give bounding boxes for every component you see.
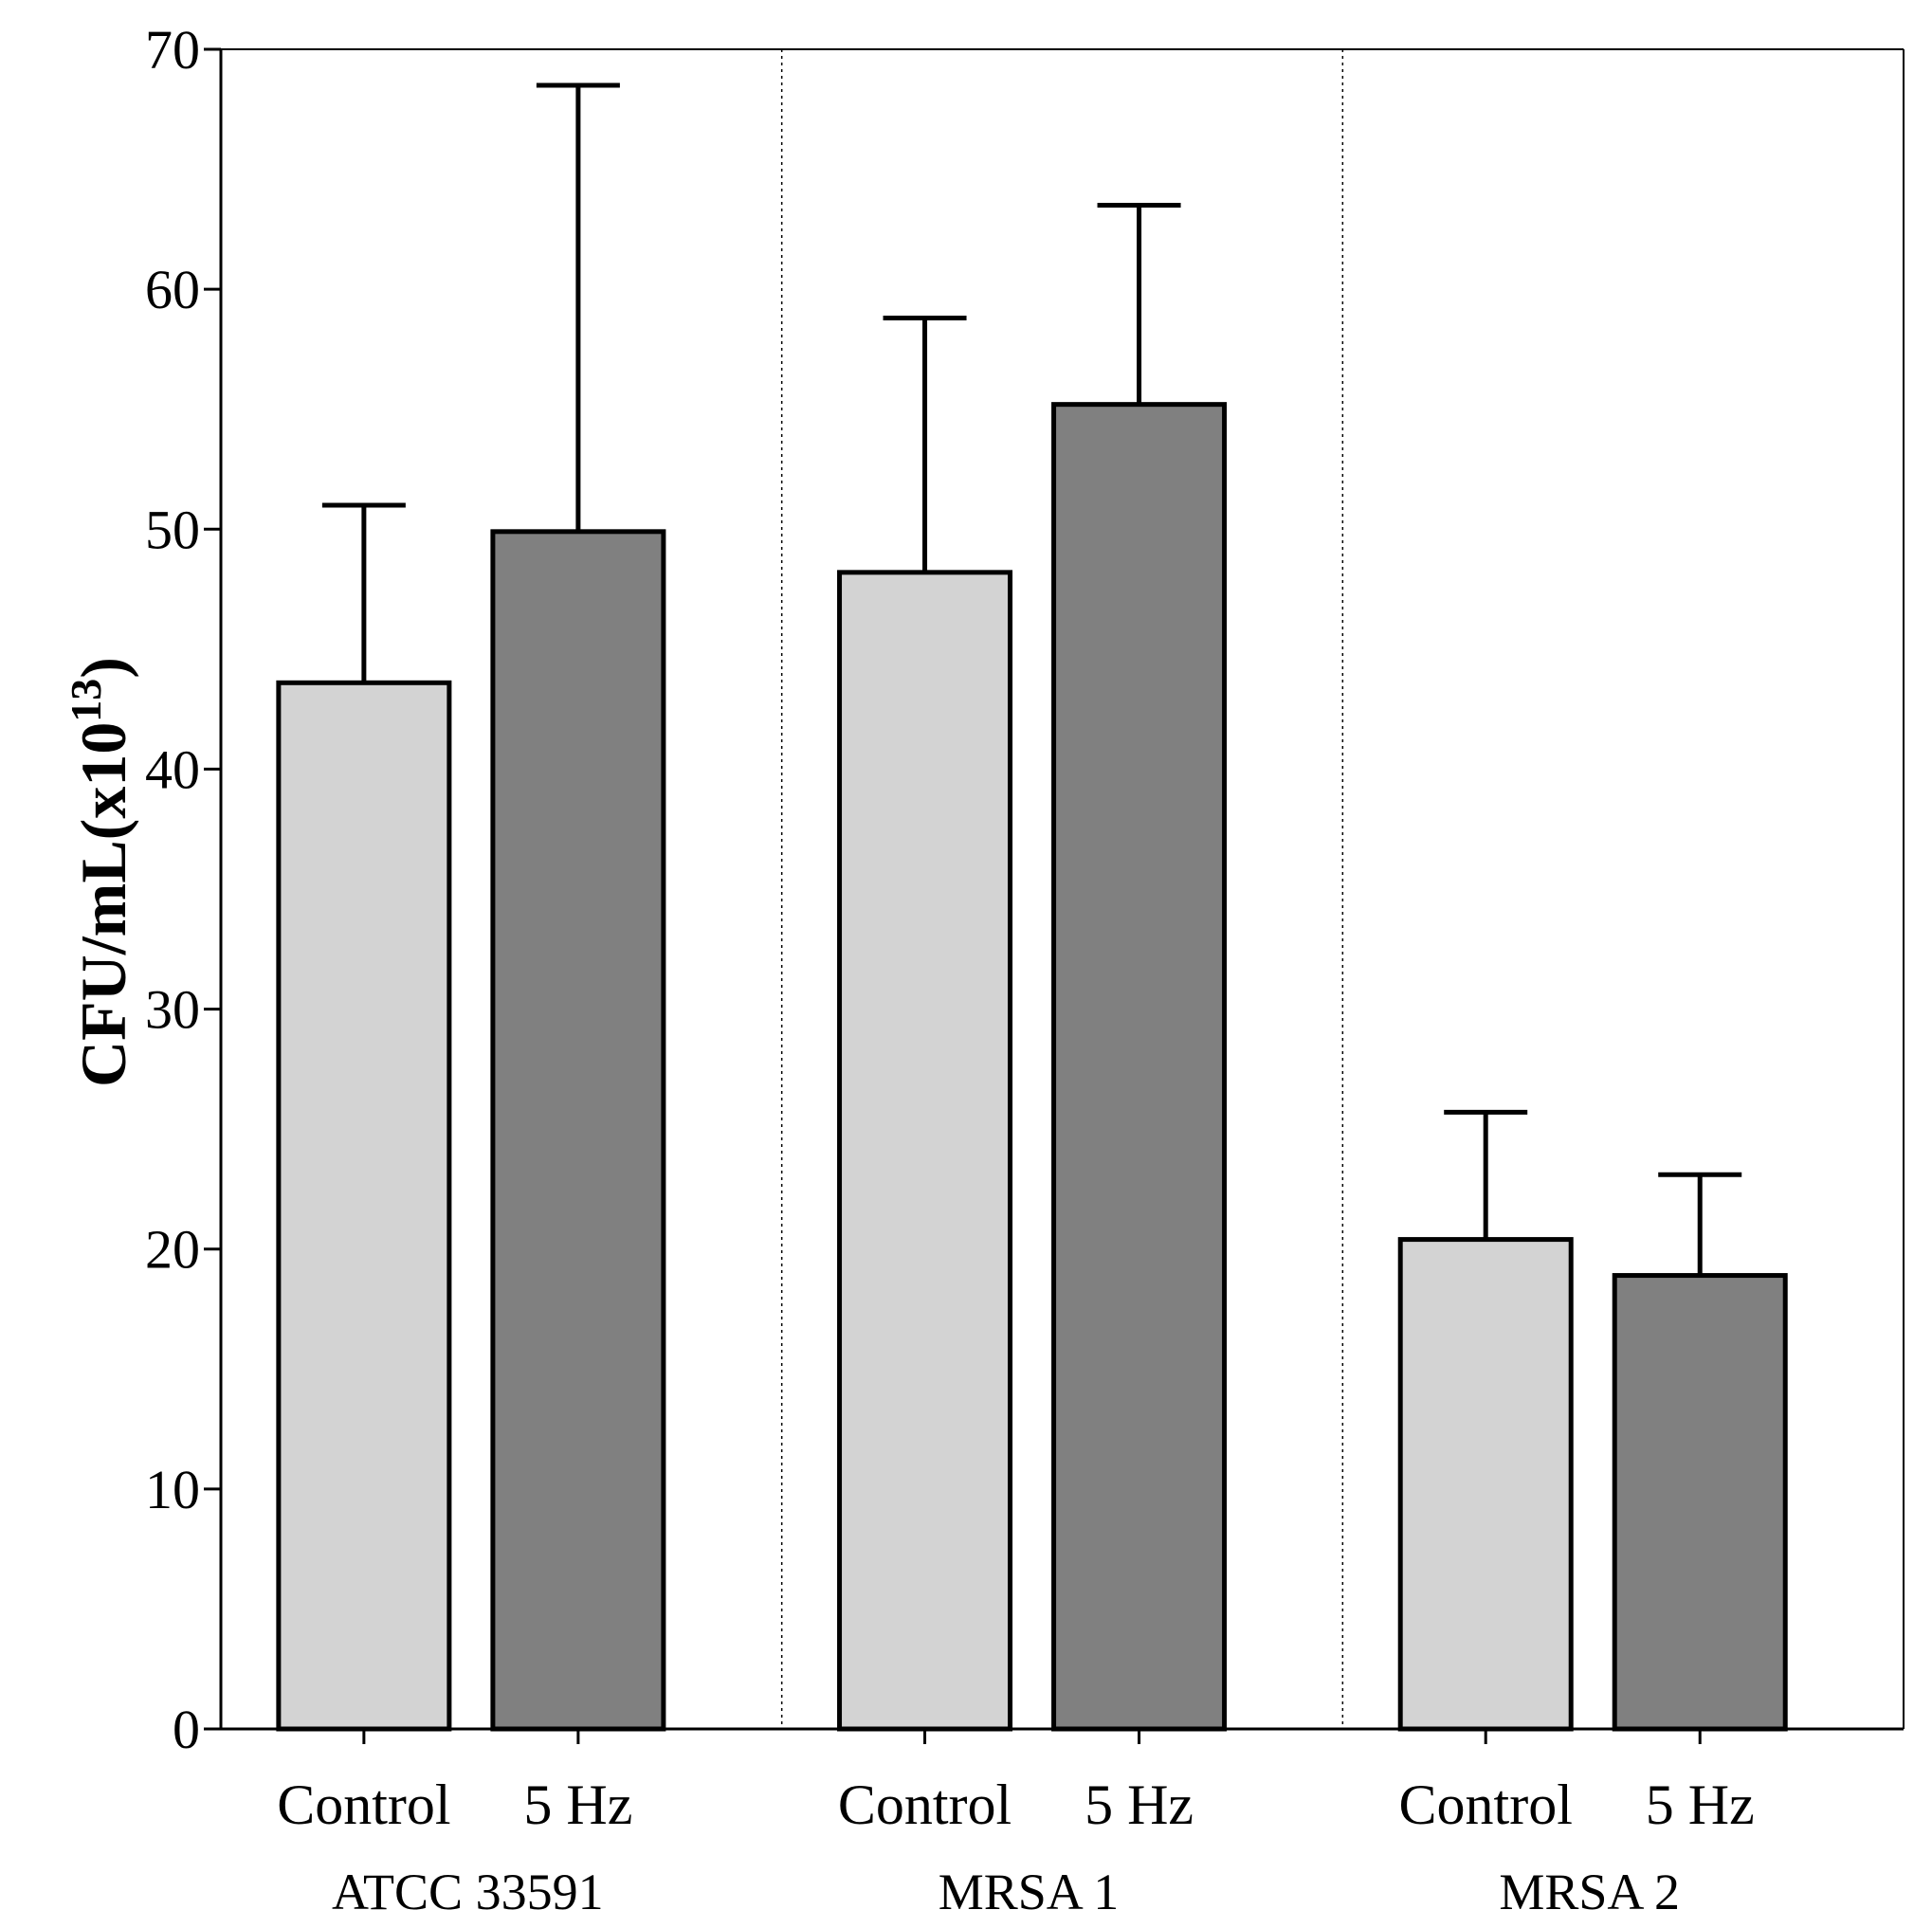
bar-mrsa-1-5-hz <box>1051 402 1228 1732</box>
y-axis: 0 10 20 30 40 50 60 70 <box>145 19 221 1760</box>
y-tick-label: 30 <box>145 979 200 1041</box>
group-label: MRSA 2 <box>1499 1864 1680 1920</box>
x-category-label: 5 Hz <box>1646 1773 1755 1836</box>
group-label: ATCC 33591 <box>332 1864 604 1920</box>
y-tick-label: 10 <box>145 1459 200 1520</box>
x-axis-labels: Control 5 Hz ATCC 33591 Control 5 Hz MRSA 1 Co… <box>277 1729 1755 1920</box>
bar-mrsa-2-control <box>1397 1237 1574 1732</box>
x-category-label: 5 Hz <box>523 1773 632 1836</box>
x-category-label: Control <box>1399 1773 1573 1836</box>
x-category-label: 5 Hz <box>1084 1773 1194 1836</box>
x-category-label: Control <box>277 1773 450 1836</box>
y-tick-label: 0 <box>173 1699 200 1760</box>
y-axis-label: CFU/mL(x1013) <box>62 657 139 1087</box>
bar-mrsa-2-5-hz <box>1612 1273 1788 1732</box>
bar-atcc-33591-control <box>276 680 452 1732</box>
bar-atcc-33591-5-hz <box>490 529 666 1732</box>
y-tick-label: 50 <box>145 499 200 560</box>
y-tick-label: 60 <box>145 259 200 320</box>
x-category-label: Control <box>838 1773 1012 1836</box>
error-bars <box>321 82 1742 1276</box>
y-axis-label-base: CFU/mL(x10 <box>67 722 139 1087</box>
y-tick-label: 70 <box>145 19 200 81</box>
y-tick-label: 20 <box>145 1219 200 1281</box>
group-label: MRSA 1 <box>939 1864 1120 1920</box>
y-axis-label-exponent: 13 <box>62 679 110 722</box>
bar-mrsa-1-control <box>837 570 1013 1732</box>
y-axis-label-close: ) <box>67 657 139 679</box>
bars <box>276 402 1788 1732</box>
group-dividers <box>780 49 1344 1729</box>
y-tick-label: 40 <box>145 738 200 800</box>
